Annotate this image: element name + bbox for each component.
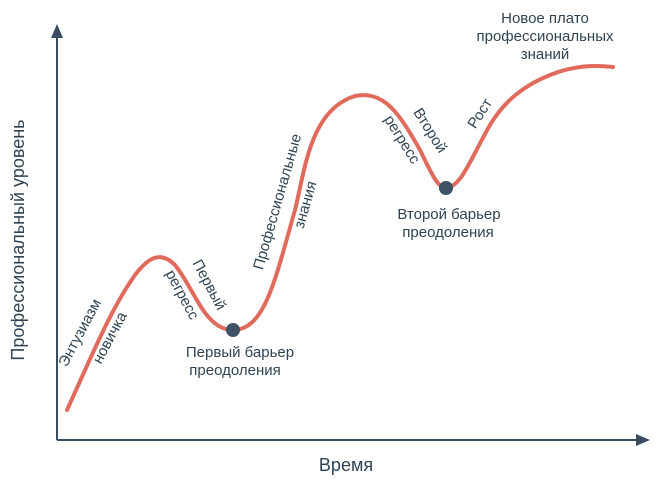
x-axis-arrow <box>636 434 650 446</box>
label-second-barrier-line1: Второй барьер <box>397 206 500 223</box>
label-first-barrier-line1: Первый барьер <box>186 344 294 361</box>
second-barrier-point <box>439 181 453 195</box>
label-plateau-line1: Новое плато <box>501 10 589 27</box>
first-barrier-point <box>226 323 240 337</box>
label-plateau-line3: знаний <box>521 46 570 63</box>
professional-level-curve <box>65 63 615 412</box>
label-first-barrier-line2: преодоления <box>189 362 280 379</box>
label-second-barrier-line2: преодоления <box>402 224 493 241</box>
y-axis-arrow <box>51 24 63 38</box>
x-axis-title: Время <box>319 455 373 475</box>
label-plateau-line2: профессиональных <box>477 28 614 45</box>
y-axis-title: Профессиональный уровень <box>8 119 28 360</box>
